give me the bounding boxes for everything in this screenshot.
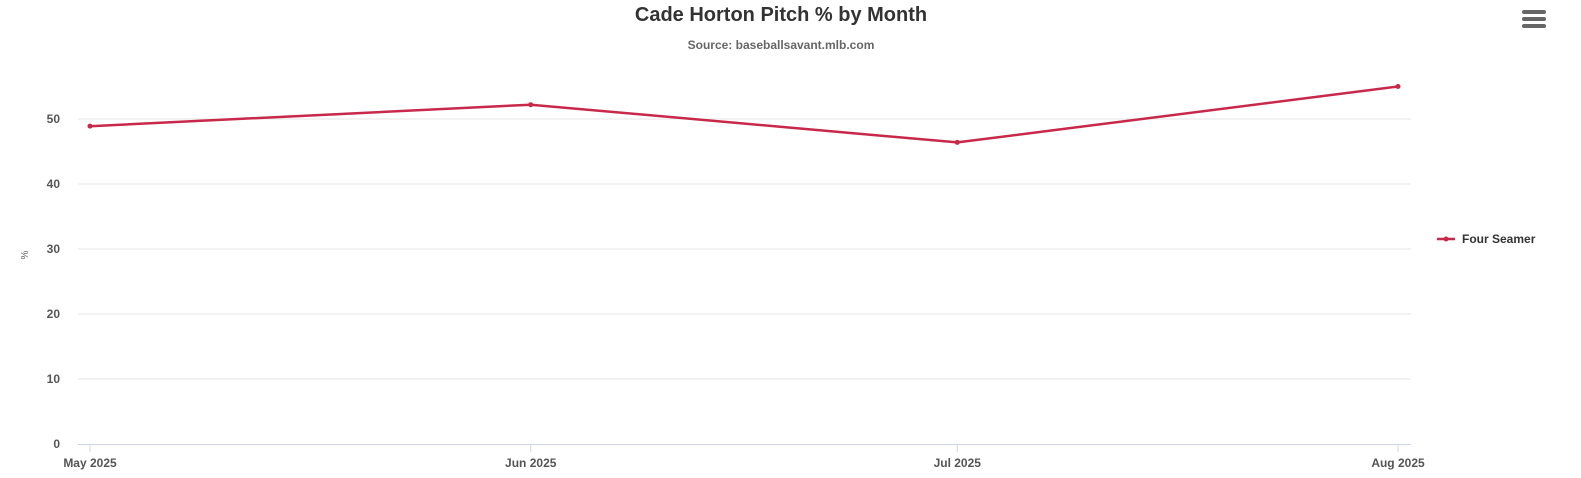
grid-lines [78,118,1411,380]
y-tick-label: 40 [47,177,61,191]
data-point[interactable] [87,123,93,129]
x-axis: May 2025 Jun 2025 Jul 2025 Aug 2025 [63,444,1425,470]
chart-subtitle: Source: baseballsavant.mlb.com [688,38,875,52]
x-tick-label: Jun 2025 [505,456,557,470]
menu-bar [1522,17,1546,21]
data-point[interactable] [954,139,960,145]
y-tick-label: 50 [47,112,61,126]
x-tick-label: Jul 2025 [934,456,982,470]
menu-bar [1522,24,1546,28]
x-tick-label: May 2025 [63,456,117,470]
data-point[interactable] [528,102,534,108]
y-tick-label: 20 [47,307,61,321]
y-tick-label: 10 [47,372,61,386]
y-axis: 0 10 20 30 40 50 [47,112,61,451]
y-tick-label: 30 [47,242,61,256]
legend-item-label[interactable]: Four Seamer [1462,232,1536,246]
y-tick-label: 0 [53,437,60,451]
series-line [89,85,1399,144]
legend-marker [1443,236,1449,242]
chart-title: Cade Horton Pitch % by Month [635,4,927,26]
series-layer [87,84,1401,145]
data-point[interactable] [1395,84,1401,89]
x-tick-label: Aug 2025 [1371,456,1425,470]
y-axis-label: % [20,250,31,259]
hamburger-menu-icon[interactable] [1522,10,1546,30]
menu-bar [1522,10,1546,14]
legend[interactable]: Four Seamer [1437,232,1536,246]
